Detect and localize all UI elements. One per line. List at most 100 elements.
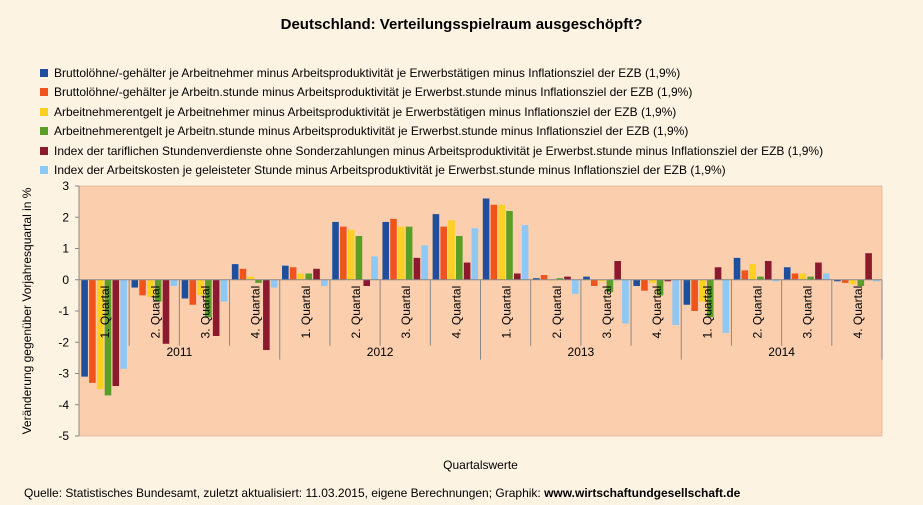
chart-legend: Bruttolöhne/-gehälter je Arbeitnehmer mi… [40, 63, 823, 180]
bar [633, 279, 640, 286]
x-tick-label: 3. Quartal [399, 286, 413, 339]
bar [205, 279, 212, 318]
bar [834, 279, 841, 282]
bar [440, 226, 448, 280]
bar [764, 261, 772, 280]
bar [521, 225, 529, 280]
bar [641, 279, 648, 291]
y-tick-label: -5 [58, 429, 69, 443]
legend-swatch [40, 68, 48, 77]
legend-label: Arbeitnehmerentgelt je Arbeitn.stunde mi… [54, 124, 689, 139]
bar [741, 270, 749, 280]
bar [112, 279, 120, 386]
bar [706, 279, 714, 318]
bar [857, 279, 865, 286]
bar [540, 275, 548, 280]
bar [506, 211, 513, 280]
bar [699, 279, 706, 302]
bar [471, 228, 479, 280]
bar [590, 279, 598, 286]
legend-item: Index der Arbeitskosten je geleisteter S… [40, 161, 823, 181]
bar [263, 279, 270, 351]
bar [170, 279, 178, 286]
bar [799, 273, 807, 280]
bar [413, 257, 421, 280]
y-tick-label: 0 [62, 273, 69, 287]
x-tick-label: 4. Quartal [449, 286, 463, 339]
year-label: 2011 [166, 345, 192, 359]
x-tick-label: 3. Quartal [801, 286, 815, 339]
legend-label: Index der Arbeitskosten je geleisteter S… [54, 163, 726, 178]
bar [606, 279, 614, 293]
bar [664, 279, 672, 282]
bar [181, 279, 189, 299]
x-tick-label: 2. Quartal [751, 286, 765, 339]
bar [622, 279, 629, 324]
bar [656, 279, 664, 296]
y-tick-label: -3 [58, 367, 69, 381]
y-tick-label: -1 [58, 304, 69, 318]
bar [822, 273, 830, 280]
bar [722, 279, 730, 333]
source-link[interactable]: www.wirtschaftundgesellschaft.de [544, 486, 741, 500]
bar [340, 226, 347, 280]
legend-item: Index der tariflichen Stundenverdienste … [40, 141, 823, 161]
bar [490, 204, 498, 280]
legend-label: Bruttolöhne/-gehälter je Arbeitn.stunde … [54, 85, 693, 100]
bar [571, 279, 579, 294]
bar [448, 220, 455, 280]
bar [197, 279, 204, 296]
bar [456, 236, 463, 280]
bar [247, 276, 255, 280]
legend-item: Arbeitnehmerentgelt je Arbeitn.stunde mi… [40, 122, 823, 142]
y-tick-label: 3 [62, 179, 69, 193]
bar [131, 279, 139, 288]
bar [390, 218, 397, 280]
bar [332, 221, 339, 280]
legend-swatch [40, 166, 48, 175]
y-axis-title: Veränderung gegenüber Vorjahresquartal i… [20, 187, 34, 434]
x-tick-label: 4. Quartal [650, 286, 664, 339]
bar [598, 279, 606, 282]
bar [154, 279, 162, 302]
source-note: Quelle: Statistisches Bundesamt, zuletzt… [24, 486, 740, 500]
bar [289, 267, 297, 280]
y-tick-label: 1 [62, 242, 69, 256]
bar [398, 226, 405, 280]
bar [89, 279, 96, 383]
bar [96, 279, 104, 390]
bar [421, 245, 429, 280]
bar [147, 279, 154, 297]
bar [672, 279, 679, 326]
bar [212, 279, 220, 336]
legend-swatch [40, 127, 48, 136]
x-tick-label: 3. Quartal [600, 286, 614, 339]
legend-label: Arbeitnehmerentgelt je Arbeitnehmer minu… [54, 104, 677, 119]
bar [733, 257, 741, 280]
y-tick-label: -4 [58, 398, 69, 412]
source-text: Quelle: Statistisches Bundesamt, zuletzt… [24, 486, 545, 500]
bar [405, 226, 413, 280]
bar [683, 279, 691, 305]
bar [757, 276, 764, 280]
legend-swatch [40, 107, 48, 116]
x-tick-label: 1. Quartal [299, 286, 313, 339]
bar [363, 279, 371, 286]
bar [714, 267, 722, 280]
bar [498, 204, 505, 280]
bar [355, 236, 363, 280]
bar [220, 279, 228, 302]
bar [239, 268, 247, 280]
legend-item: Arbeitnehmerentgelt je Arbeitnehmer minu… [40, 102, 823, 122]
bar [255, 279, 262, 283]
legend-label: Bruttolöhne/-gehälter je Arbeitnehmer mi… [54, 65, 681, 80]
legend-item: Bruttolöhne/-gehälter je Arbeitn.stunde … [40, 83, 823, 103]
bar [564, 276, 571, 280]
bar [749, 264, 756, 280]
x-tick-label: 1. Quartal [500, 286, 514, 339]
bar [313, 268, 320, 280]
bar [463, 262, 471, 280]
bar [865, 253, 872, 280]
bar [305, 273, 313, 280]
